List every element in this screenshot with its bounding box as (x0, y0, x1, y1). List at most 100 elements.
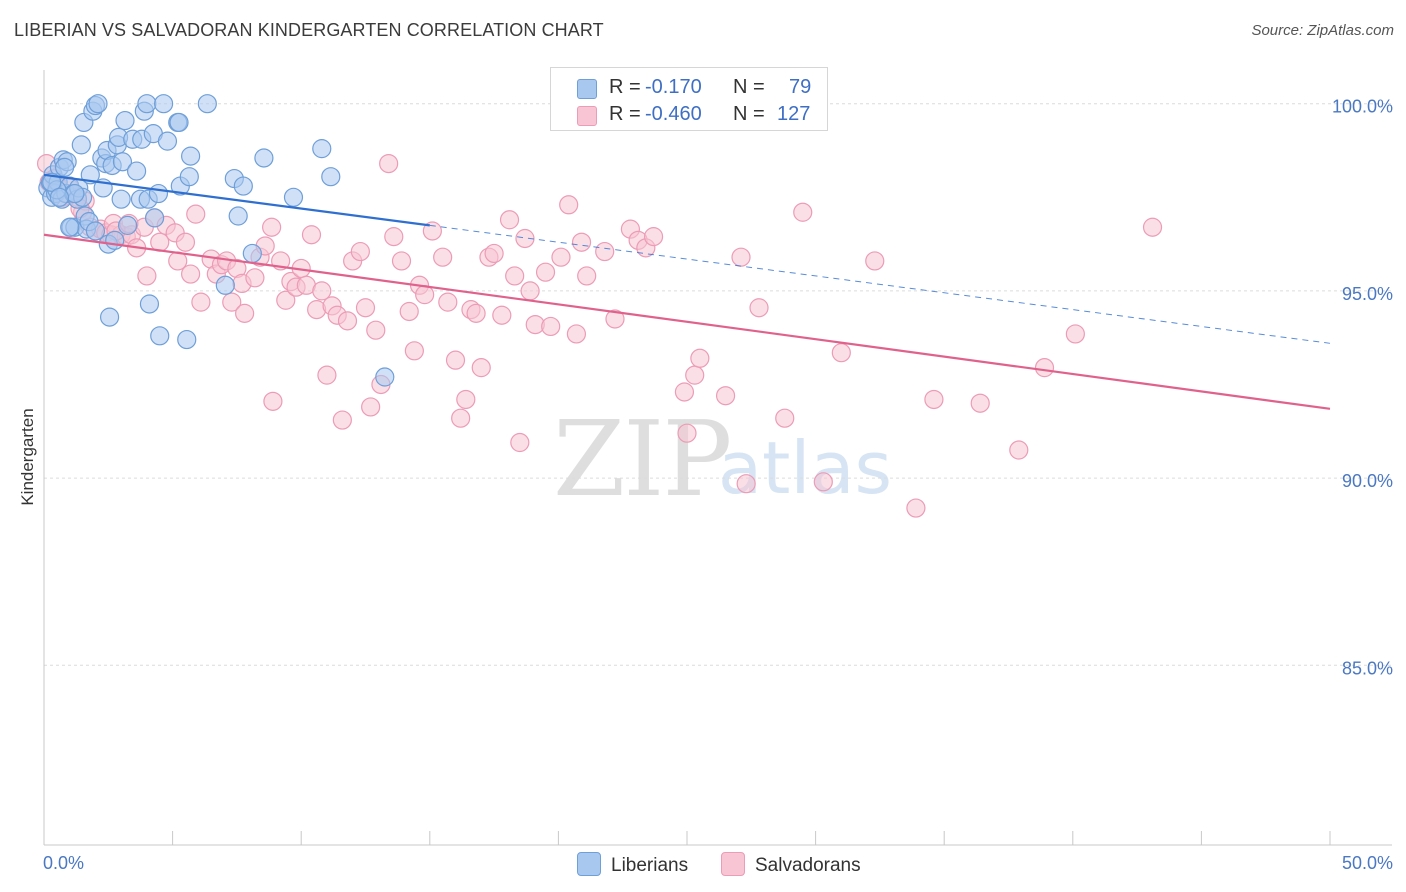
liberian-point (111, 189, 131, 209)
liberian-point (283, 187, 304, 207)
liberian-point (112, 152, 133, 172)
salvadoran-point (520, 281, 540, 301)
salvadoran-point (677, 423, 697, 443)
salvadoran-point (515, 228, 535, 249)
salvadoran-point (175, 232, 196, 252)
salvadorans-points (36, 90, 1163, 518)
salvadoran-point (186, 204, 206, 224)
salvadoran-point (595, 241, 615, 262)
salvadoran-point (433, 247, 453, 267)
salvadoran-point (438, 292, 458, 312)
legend-item-liberians[interactable]: Liberians (577, 852, 688, 877)
liberians-trend-extension (429, 224, 1331, 344)
liberian-point (137, 94, 157, 114)
liberian-point (242, 243, 262, 264)
liberian-point (88, 94, 108, 114)
liberian-point (312, 139, 332, 159)
liberian-point (254, 148, 274, 168)
r-value: -0.170 (645, 76, 702, 98)
salvadoran-point (384, 227, 404, 247)
salvadoran-point (350, 241, 370, 262)
liberian-point (139, 294, 160, 314)
salvadoran-point (566, 324, 587, 344)
watermark-zip: ZIP (553, 398, 732, 520)
y-axis-title: Kindergarten (18, 408, 37, 505)
salvadoran-point (492, 305, 512, 325)
salvadoran-point (317, 365, 337, 385)
liberian-point (42, 172, 62, 192)
salvadorans-legend-swatch (721, 852, 745, 876)
liberian-point (49, 187, 70, 207)
liberians-swatch (577, 79, 597, 99)
salvadoran-point (505, 266, 525, 286)
liberian-point (99, 307, 120, 327)
liberians-legend-swatch (577, 852, 601, 876)
liberians-trend-line (43, 173, 430, 227)
liberian-point (115, 110, 135, 131)
salvadoran-point (312, 281, 332, 301)
salvadoran-point (404, 341, 424, 361)
watermark-atlas: atlas (718, 426, 892, 510)
salvadoran-point (551, 247, 571, 267)
liberian-point (169, 112, 189, 133)
salvadoran-point (970, 393, 990, 413)
liberian-point (117, 215, 138, 235)
salvadoran-point (831, 343, 851, 363)
legend-row-liberians: R = -0.170 N = 79 (551, 74, 827, 102)
x-tick-label: 0.0% (43, 853, 84, 873)
liberian-point (228, 206, 248, 226)
r-label: R = (609, 76, 641, 98)
salvadoran-point (685, 365, 705, 385)
liberian-point (177, 329, 197, 350)
salvadoran-point (391, 251, 412, 271)
salvadorans-trend-line (43, 233, 1331, 410)
liberian-point (54, 157, 75, 177)
salvadoran-point (137, 266, 157, 286)
liberian-point (181, 146, 201, 166)
salvadoran-point (715, 386, 736, 406)
salvadoran-point (736, 474, 756, 494)
liberians-legend-label: Liberians (611, 855, 689, 876)
salvadoran-point (379, 153, 399, 174)
salvadoran-point (775, 408, 795, 428)
salvadoran-point (499, 210, 520, 230)
salvadoran-point (366, 320, 386, 340)
salvadoran-point (222, 292, 242, 312)
liberian-point (321, 167, 341, 187)
y-tick-label: 95.0% (1342, 284, 1393, 304)
salvadoran-point (906, 498, 926, 518)
legend-item-salvadorans[interactable]: Salvadorans (721, 852, 861, 877)
salvadoran-point (399, 301, 419, 322)
salvadoran-point (571, 232, 592, 252)
liberian-point (153, 94, 174, 114)
liberian-point (197, 94, 217, 114)
salvadoran-point (471, 358, 491, 378)
salvadoran-point (355, 298, 376, 318)
axis-labels: 100.0% 95.0% 90.0% 85.0% 0.0% 50.0% Kindergart… (18, 97, 1393, 873)
salvadoran-point (559, 195, 579, 215)
salvadoran-point (456, 389, 476, 410)
liberian-point (215, 275, 235, 295)
salvadoran-point (1034, 358, 1055, 378)
salvadoran-point (510, 432, 530, 453)
legend-row-salvadorans: R = -0.460 N = 127 (551, 101, 827, 129)
salvadoran-point (535, 262, 556, 282)
salvadoran-point (445, 350, 466, 370)
liberian-point (71, 135, 91, 155)
salvadoran-point (276, 290, 296, 310)
r-label: R = (609, 103, 641, 125)
salvadoran-point (793, 202, 813, 222)
salvadoran-point (731, 247, 751, 267)
salvadoran-point (245, 268, 265, 288)
salvadoran-point (605, 309, 625, 329)
liberian-point (179, 167, 199, 187)
liberian-point (148, 183, 169, 204)
y-tick-label: 100.0% (1332, 97, 1393, 117)
salvadoran-point (541, 316, 561, 337)
salvadoran-point (337, 311, 358, 331)
salvadoran-point (191, 292, 211, 312)
salvadoran-point (484, 243, 504, 264)
salvadoran-point (1065, 324, 1085, 344)
n-value: 79 (789, 76, 812, 98)
